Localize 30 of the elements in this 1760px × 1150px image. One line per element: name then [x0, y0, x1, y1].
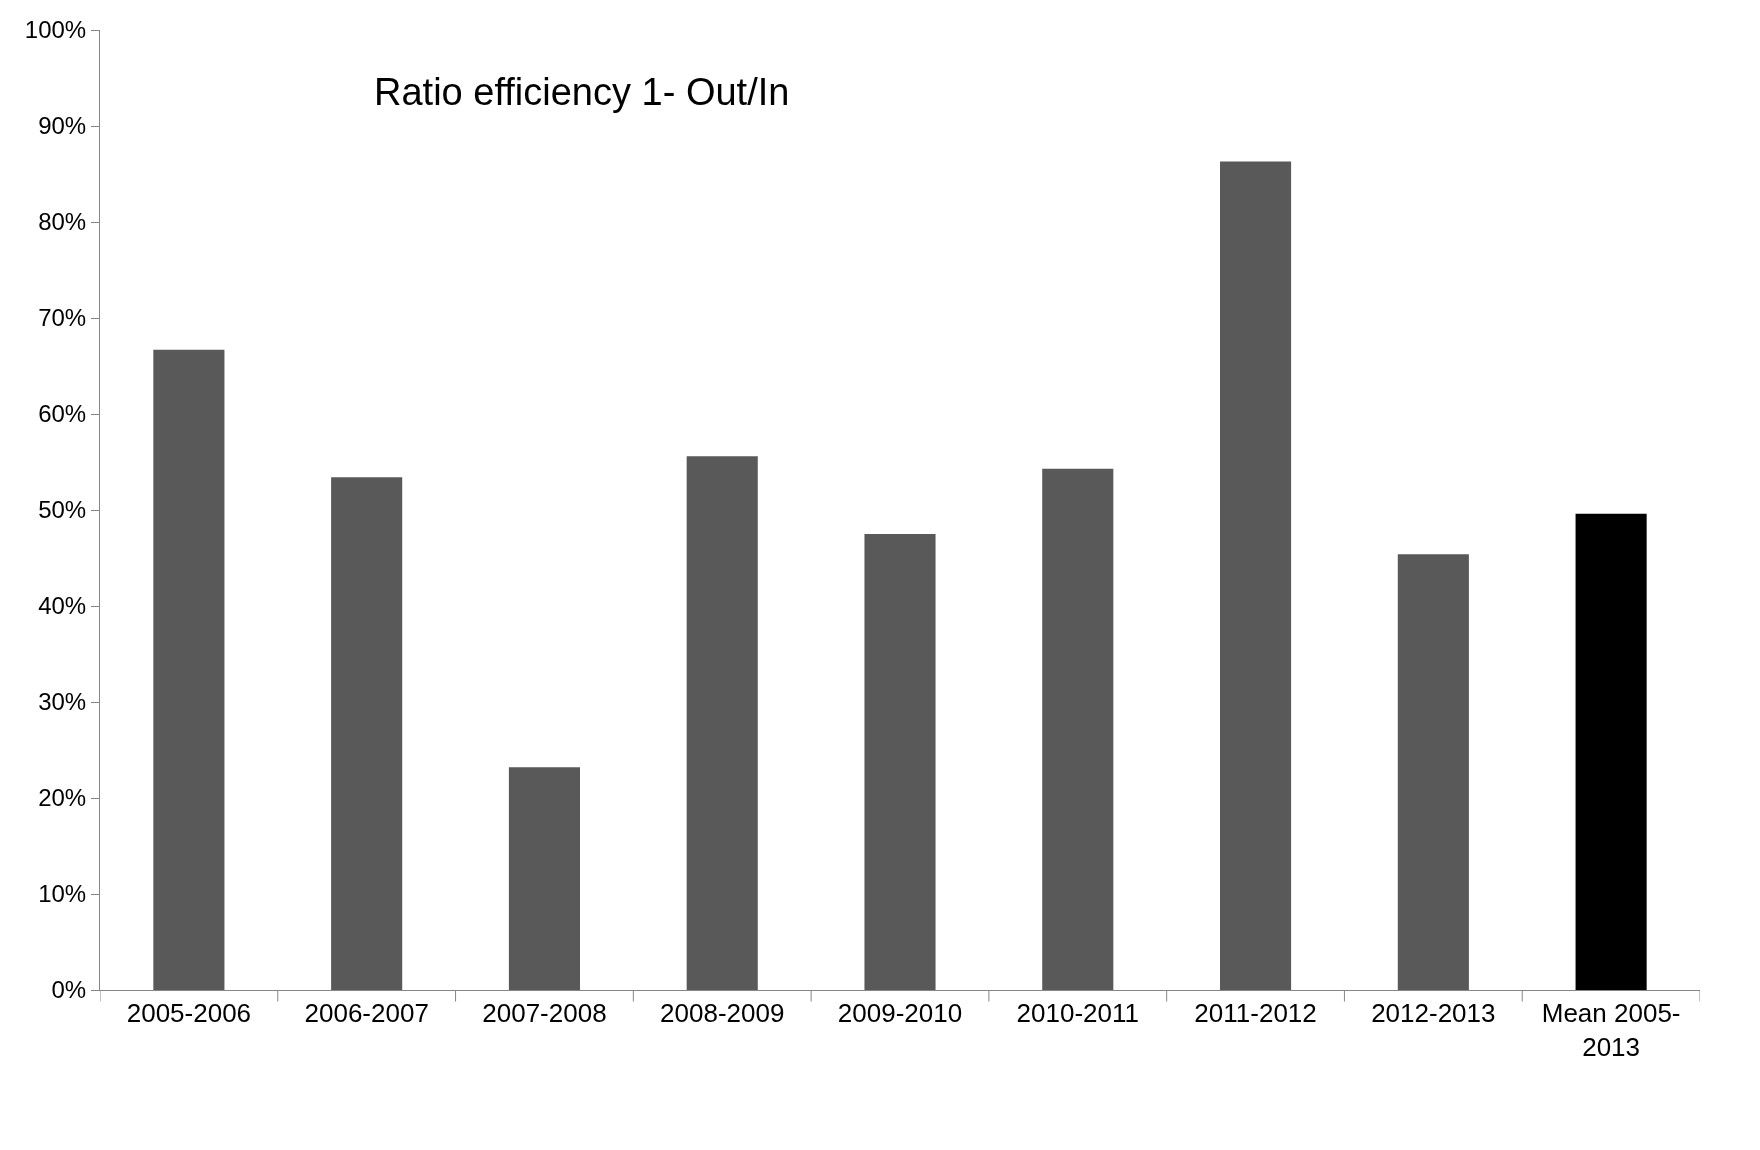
bar: [508, 767, 580, 990]
x-tick-label: 2010-2011: [1016, 998, 1139, 1029]
x-tick-label: Mean 2005-2013: [1541, 998, 1681, 1062]
x-tick-label: 2011-2012: [1194, 998, 1317, 1029]
x-tick-label: 2012-2013: [1371, 998, 1496, 1029]
x-tick-label: 2008-2009: [660, 998, 785, 1029]
y-tick-label: 90%: [38, 112, 87, 140]
bar: [1220, 161, 1292, 990]
y-tick-label: 60%: [38, 400, 87, 428]
text: Ratio efficiency 1- Out/In: [374, 71, 790, 113]
y-tick-label: 10%: [38, 880, 87, 908]
bar: [331, 477, 403, 990]
x-tick-label: 2006-2007: [304, 998, 429, 1029]
bar: [864, 534, 936, 990]
bar: [1397, 554, 1469, 990]
y-tick-label: 50%: [38, 496, 87, 524]
bar: [1042, 468, 1114, 990]
bar: [1575, 513, 1647, 990]
bar: [153, 349, 225, 990]
x-tick-label: 2005-2006: [126, 998, 252, 1029]
y-tick-label: 100%: [24, 16, 87, 44]
y-tick-label: 20%: [38, 784, 87, 812]
y-tick-label: 80%: [38, 208, 87, 236]
y-tick-label: 70%: [38, 304, 87, 332]
y-tick-label: 0%: [51, 976, 87, 1004]
y-tick-label: 30%: [38, 688, 87, 716]
bar: [686, 456, 758, 990]
x-tick-label: 2007-2008: [482, 998, 607, 1029]
y-tick-label: 40%: [38, 592, 87, 620]
x-tick-label: 2009-2010: [837, 998, 963, 1029]
